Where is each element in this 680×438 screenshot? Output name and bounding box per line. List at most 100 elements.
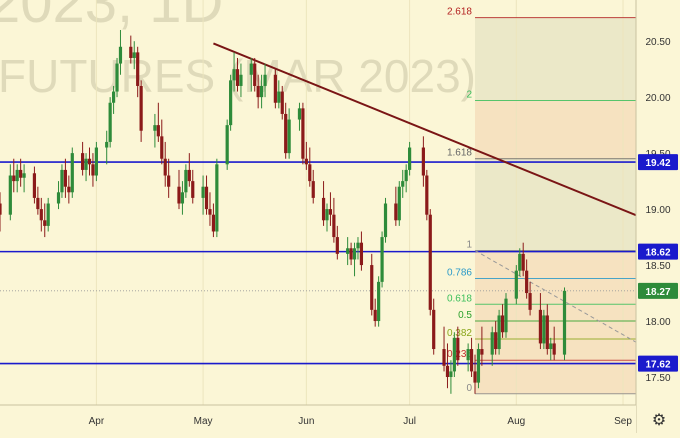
candle	[256, 74, 260, 109]
candle-body	[304, 158, 308, 165]
candle-body	[253, 63, 257, 86]
candle	[139, 80, 143, 142]
candle	[521, 242, 525, 277]
candle-body	[139, 85, 143, 131]
candle	[167, 158, 171, 198]
candle-body	[497, 315, 501, 350]
candle	[67, 175, 71, 204]
candle	[445, 343, 450, 389]
candle	[421, 136, 425, 187]
candle	[32, 166, 37, 204]
fib-label: 1	[466, 240, 472, 251]
candle-body	[153, 125, 157, 131]
candle	[297, 102, 302, 131]
candle-body	[184, 169, 188, 193]
candle	[562, 287, 567, 361]
candle-body	[373, 309, 377, 322]
candle	[545, 304, 549, 355]
candle-body	[81, 153, 85, 170]
price-badge	[638, 355, 678, 372]
candle-body	[260, 85, 264, 98]
candle-body	[449, 371, 453, 378]
candle	[514, 265, 518, 305]
candle	[525, 259, 529, 299]
fib-label: 0.5	[458, 310, 472, 321]
fib-label: 0.618	[447, 293, 472, 304]
candle-body	[308, 164, 312, 182]
candle	[115, 57, 119, 98]
candle	[0, 192, 2, 232]
time-axis-background	[0, 405, 636, 433]
fib-label: 0	[466, 383, 472, 394]
candle	[153, 113, 157, 148]
candle	[528, 281, 532, 316]
candle-body	[452, 337, 456, 372]
settings-gear-icon[interactable]: ⚙	[651, 409, 667, 429]
candle	[94, 141, 98, 182]
candle-body	[232, 69, 236, 81]
candle	[449, 360, 453, 394]
candle	[370, 253, 374, 316]
candle-body	[12, 175, 16, 182]
candle	[380, 231, 384, 288]
fib-zone-upper	[475, 17, 636, 101]
candle-body	[177, 186, 181, 204]
candle-body	[377, 281, 381, 322]
candle-body	[180, 192, 185, 204]
candle-body	[32, 173, 37, 198]
candle	[284, 102, 288, 159]
candle	[15, 164, 19, 193]
watermark-line-1: 2023, 1D	[0, 0, 223, 35]
candle	[321, 181, 326, 226]
price-badge	[638, 282, 678, 299]
candle-body	[215, 164, 219, 232]
candle-body	[160, 136, 164, 159]
candle	[328, 192, 333, 226]
candle	[277, 80, 281, 109]
candle-body	[404, 169, 408, 182]
candle-body	[70, 153, 74, 193]
candle-body	[549, 343, 553, 350]
candle-body	[332, 214, 336, 238]
candle	[359, 231, 364, 271]
y-tick-label: 18.50	[645, 261, 670, 272]
candle	[132, 41, 136, 70]
price-axis: 20.5020.0019.5019.0018.5018.0017.5019.42…	[635, 0, 680, 433]
candle	[19, 158, 23, 187]
candle	[469, 337, 474, 378]
candle	[346, 237, 350, 266]
candle-body	[494, 332, 498, 350]
candle	[36, 186, 40, 215]
candle	[394, 186, 398, 226]
candle-body	[256, 85, 260, 98]
candle-body	[408, 147, 412, 170]
candle	[160, 119, 164, 165]
candle-body	[111, 91, 116, 103]
candle-body	[476, 349, 481, 383]
candle-body	[15, 169, 19, 182]
candle-body	[187, 169, 191, 182]
candle	[473, 354, 477, 394]
candle	[235, 57, 240, 92]
candle	[332, 197, 336, 243]
candle	[84, 153, 88, 182]
candle	[518, 248, 522, 277]
candle	[538, 293, 543, 350]
candle	[63, 158, 67, 198]
candle	[136, 46, 140, 98]
candle	[260, 74, 264, 109]
candles	[0, 29, 567, 394]
candle	[325, 203, 329, 232]
candle	[156, 102, 160, 142]
candle-body	[445, 365, 450, 378]
candle	[118, 29, 123, 75]
candle	[46, 197, 50, 232]
candle-body	[346, 248, 350, 254]
candle-body	[490, 332, 494, 355]
candle	[163, 141, 167, 187]
candle	[225, 119, 229, 170]
candle-body	[287, 119, 291, 154]
candle-body	[545, 315, 549, 350]
